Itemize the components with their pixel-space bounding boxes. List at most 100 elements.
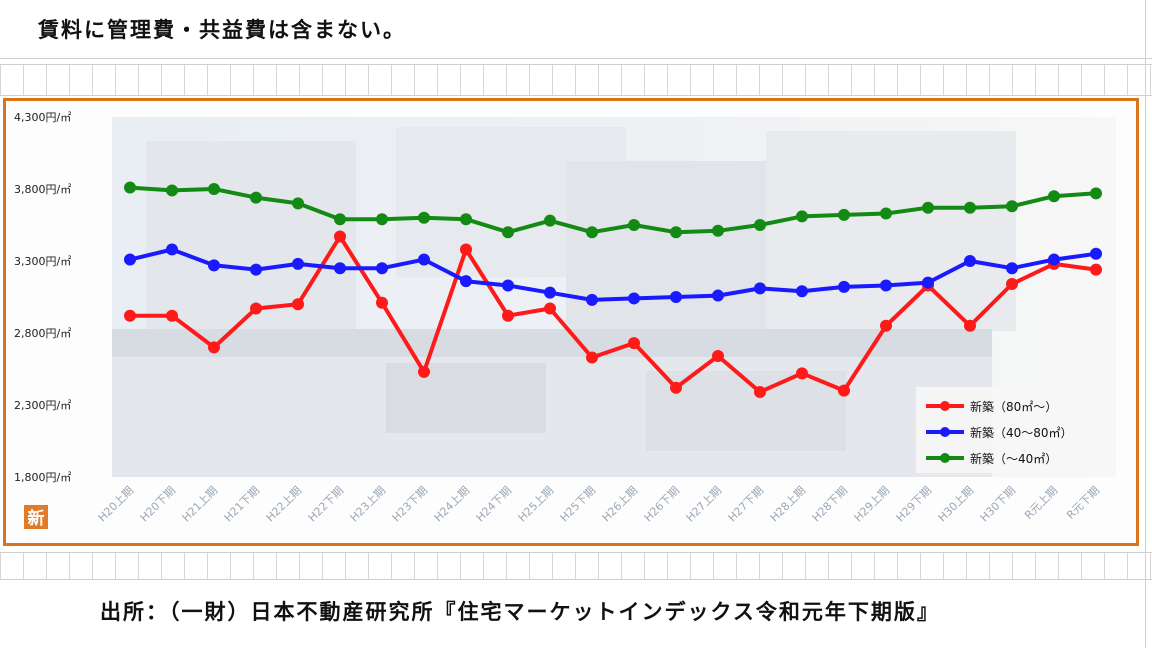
data-point bbox=[838, 384, 850, 397]
y-tick-label: 3,800円/㎡ bbox=[14, 183, 71, 196]
data-point bbox=[1090, 247, 1102, 260]
x-tick-label: H25下期 bbox=[558, 484, 599, 525]
y-tick-label: 2,300円/㎡ bbox=[14, 399, 71, 412]
data-point bbox=[1006, 262, 1018, 275]
logo-glyph: 新 bbox=[28, 508, 45, 529]
data-point bbox=[796, 285, 808, 298]
x-tick-label: H22上期 bbox=[264, 484, 305, 525]
y-axis: 1,800円/㎡ 2,300円/㎡ 2,800円/㎡ 3,300円/㎡ 3,800円/㎡… bbox=[14, 111, 71, 484]
data-point bbox=[1048, 190, 1060, 203]
y-tick-label: 3,300円/㎡ bbox=[14, 255, 71, 268]
legend-label-80: 新築（80㎡～） bbox=[970, 399, 1057, 414]
data-point bbox=[250, 191, 262, 204]
data-point bbox=[754, 386, 766, 399]
data-point bbox=[418, 365, 430, 378]
source-citation: 出所：（一財）日本不動産研究所『住宅マーケットインデックス令和元年下期版』 bbox=[100, 600, 940, 624]
data-point bbox=[712, 350, 724, 363]
data-point bbox=[754, 219, 766, 231]
data-point bbox=[922, 276, 934, 289]
data-point bbox=[796, 210, 808, 223]
data-point bbox=[124, 253, 136, 266]
data-point bbox=[544, 286, 556, 299]
data-point bbox=[292, 257, 304, 270]
y-tick-label: 1,800円/㎡ bbox=[14, 471, 71, 484]
data-point bbox=[250, 263, 262, 276]
x-tick-label: H22下期 bbox=[306, 484, 347, 525]
right-border bbox=[1145, 0, 1146, 648]
x-tick-label: H26下期 bbox=[642, 484, 683, 525]
data-point bbox=[670, 381, 682, 394]
data-point bbox=[376, 296, 388, 309]
x-tick-label: H30下期 bbox=[978, 484, 1019, 525]
data-point bbox=[208, 341, 220, 354]
y-tick-label: 2,800円/㎡ bbox=[14, 327, 71, 340]
x-tick-label: H29下期 bbox=[894, 484, 935, 525]
rent-note: 賃料に管理費・共益費は含まない。 bbox=[38, 18, 406, 42]
data-point bbox=[544, 214, 556, 227]
data-point bbox=[838, 280, 850, 293]
x-tick-label: H20上期 bbox=[96, 484, 137, 525]
data-point bbox=[208, 183, 220, 195]
data-point bbox=[334, 262, 346, 275]
data-point bbox=[334, 230, 346, 243]
data-point bbox=[1006, 278, 1018, 291]
data-point bbox=[418, 211, 430, 224]
rent-line-chart: 1,800円/㎡ 2,300円/㎡ 2,800円/㎡ 3,300円/㎡ 3,800円/㎡… bbox=[14, 111, 1116, 529]
data-point bbox=[586, 293, 598, 306]
data-point bbox=[166, 309, 178, 322]
legend-label-40-80: 新築（40～80㎡） bbox=[970, 425, 1073, 440]
data-point bbox=[964, 255, 976, 267]
series-line-1 bbox=[128, 247, 1098, 302]
series-group bbox=[124, 181, 1102, 399]
data-point bbox=[1048, 253, 1060, 266]
data-point bbox=[544, 302, 556, 315]
data-point bbox=[166, 184, 178, 197]
data-point bbox=[250, 302, 262, 315]
data-point bbox=[670, 291, 682, 303]
legend-marker-green bbox=[940, 453, 950, 463]
data-point bbox=[502, 226, 514, 239]
data-point bbox=[586, 351, 598, 364]
x-tick-label: H26上期 bbox=[600, 484, 641, 525]
x-axis: H20上期 H20下期 H21上期 H21下期 H22上期 H22下期 H23上期 H23下期… bbox=[96, 484, 1103, 525]
data-point bbox=[292, 298, 304, 311]
data-point bbox=[922, 201, 934, 214]
data-point bbox=[586, 226, 598, 239]
data-point bbox=[964, 201, 976, 214]
data-point bbox=[628, 219, 640, 231]
data-point bbox=[670, 226, 682, 239]
x-tick-label: H24下期 bbox=[474, 484, 515, 525]
data-point bbox=[712, 224, 724, 237]
data-point bbox=[334, 213, 346, 226]
x-tick-label: H23上期 bbox=[348, 484, 389, 525]
data-point bbox=[376, 262, 388, 275]
data-point bbox=[208, 259, 220, 272]
background-grid-bottom bbox=[0, 552, 1152, 580]
legend: 新築（80㎡～） 新築（40～80㎡） 新築（～40㎡） bbox=[916, 387, 1116, 473]
x-tick-label: R元下期 bbox=[1064, 484, 1102, 522]
data-point bbox=[1090, 263, 1102, 276]
data-point bbox=[1006, 200, 1018, 213]
x-tick-label: H27上期 bbox=[684, 484, 725, 525]
x-tick-label: H28上期 bbox=[768, 484, 809, 525]
x-tick-label: R元上期 bbox=[1022, 484, 1060, 522]
data-point bbox=[502, 309, 514, 322]
data-point bbox=[292, 197, 304, 210]
data-point bbox=[964, 319, 976, 332]
data-point bbox=[880, 279, 892, 292]
x-tick-label: H20下期 bbox=[138, 484, 179, 525]
data-point bbox=[796, 367, 808, 380]
data-point bbox=[838, 208, 850, 221]
x-tick-label: H28下期 bbox=[810, 484, 851, 525]
data-point bbox=[628, 337, 640, 350]
x-tick-label: H25上期 bbox=[516, 484, 557, 525]
x-tick-label: H29上期 bbox=[852, 484, 893, 525]
data-point bbox=[460, 243, 472, 256]
x-tick-label: H23下期 bbox=[390, 484, 431, 525]
x-tick-label: H27下期 bbox=[726, 484, 767, 525]
data-point bbox=[124, 181, 136, 194]
series-line-2 bbox=[128, 185, 1098, 235]
data-point bbox=[460, 213, 472, 226]
x-tick-label: H30上期 bbox=[936, 484, 977, 525]
data-point bbox=[418, 253, 430, 266]
